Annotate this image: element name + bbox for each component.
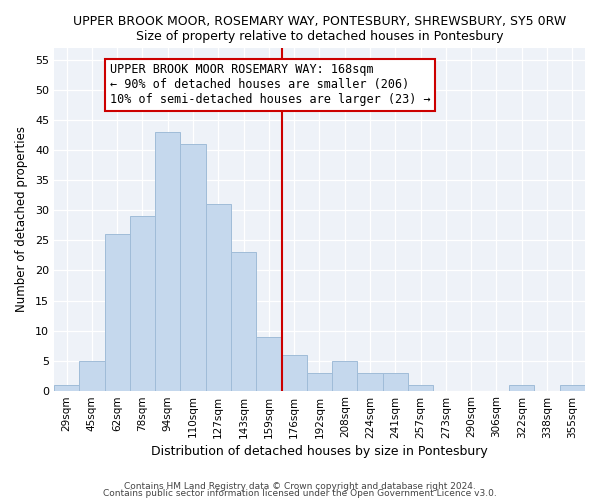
Bar — [383, 372, 408, 390]
Bar — [509, 384, 535, 390]
Text: Contains public sector information licensed under the Open Government Licence v3: Contains public sector information licen… — [103, 490, 497, 498]
Bar — [155, 132, 181, 390]
Bar — [54, 384, 79, 390]
Y-axis label: Number of detached properties: Number of detached properties — [15, 126, 28, 312]
Bar — [408, 384, 433, 390]
Bar — [332, 360, 358, 390]
Bar — [104, 234, 130, 390]
Bar — [231, 252, 256, 390]
Bar — [307, 372, 332, 390]
X-axis label: Distribution of detached houses by size in Pontesbury: Distribution of detached houses by size … — [151, 444, 488, 458]
Bar — [130, 216, 155, 390]
Title: UPPER BROOK MOOR, ROSEMARY WAY, PONTESBURY, SHREWSBURY, SY5 0RW
Size of property: UPPER BROOK MOOR, ROSEMARY WAY, PONTESBU… — [73, 15, 566, 43]
Bar — [206, 204, 231, 390]
Bar — [181, 144, 206, 390]
Text: UPPER BROOK MOOR ROSEMARY WAY: 168sqm
← 90% of detached houses are smaller (206): UPPER BROOK MOOR ROSEMARY WAY: 168sqm ← … — [110, 64, 430, 106]
Bar — [281, 354, 307, 390]
Bar — [560, 384, 585, 390]
Bar — [256, 336, 281, 390]
Bar — [79, 360, 104, 390]
Text: Contains HM Land Registry data © Crown copyright and database right 2024.: Contains HM Land Registry data © Crown c… — [124, 482, 476, 491]
Bar — [358, 372, 383, 390]
